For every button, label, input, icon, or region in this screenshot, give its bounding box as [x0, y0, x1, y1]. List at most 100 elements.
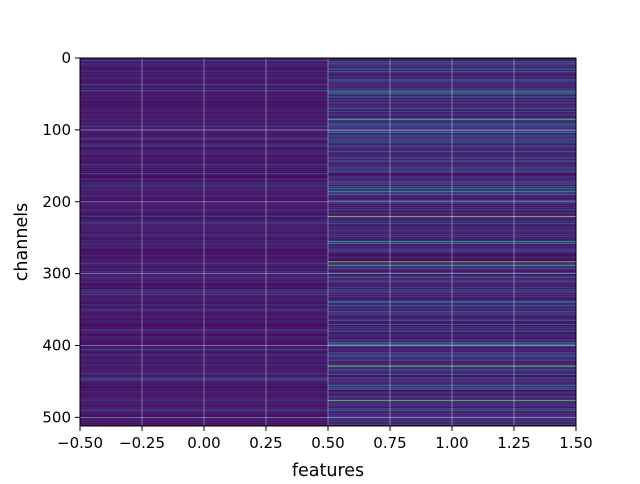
heatmap-cell [328, 363, 576, 365]
heatmap-cell [80, 327, 328, 329]
heatmap-cell [80, 409, 328, 411]
heatmap-cell [80, 140, 328, 142]
heatmap-cell [328, 272, 576, 274]
heatmap-cell [80, 272, 328, 274]
heatmap-cell [328, 80, 576, 82]
heatmap-cell [80, 116, 328, 118]
heatmap-cell [80, 93, 328, 95]
heatmap-cell [80, 152, 328, 154]
heatmap-cell [328, 131, 576, 133]
heatmap-cell [80, 295, 328, 297]
heatmap-cell [80, 187, 328, 189]
heatmap-cell [80, 163, 328, 165]
heatmap-cell [80, 67, 328, 69]
heatmap-cell [328, 293, 576, 295]
heatmap-cell [328, 361, 576, 363]
heatmap-cell [80, 303, 328, 305]
heatmap-cell [80, 345, 328, 347]
heatmap-cell [328, 125, 576, 127]
heatmap-cell [328, 296, 576, 298]
heatmap-cell [328, 288, 576, 290]
heatmap-cell [80, 129, 328, 131]
heatmap-cell [328, 169, 576, 171]
heatmap-cell [328, 295, 576, 297]
x-tick-label: 0.75 [373, 434, 406, 452]
heatmap-cell [328, 318, 576, 320]
heatmap-cell [80, 135, 328, 137]
heatmap-cell [80, 106, 328, 108]
heatmap-cell [328, 268, 576, 270]
heatmap-cell [80, 284, 328, 286]
heatmap-cell [328, 380, 576, 382]
heatmap-cell [80, 376, 328, 378]
heatmap-cell [328, 157, 576, 159]
heatmap-cell [328, 93, 576, 95]
heatmap-cell [80, 288, 328, 290]
heatmap-cell [328, 310, 576, 312]
heatmap-cell [80, 275, 328, 277]
heatmap-cell [328, 413, 576, 415]
heatmap-cell [80, 210, 328, 212]
heatmap-cell [328, 224, 576, 226]
heatmap-cell [80, 58, 328, 60]
heatmap-cell [328, 154, 576, 156]
heatmap-cell [328, 239, 576, 241]
heatmap-cell [328, 142, 576, 144]
heatmap-cell [80, 90, 328, 92]
heatmap-cell [328, 381, 576, 383]
heatmap-cell [328, 102, 576, 104]
heatmap-cell [80, 257, 328, 259]
heatmap-cell [80, 415, 328, 417]
heatmap-cell [80, 173, 328, 175]
heatmap-cell [328, 171, 576, 173]
heatmap-cell [328, 386, 576, 388]
heatmap-cell [328, 69, 576, 71]
heatmap-cell [80, 237, 328, 239]
heatmap-cell [328, 106, 576, 108]
heatmap-cell [328, 306, 576, 308]
heatmap-cell [328, 221, 576, 223]
heatmap-cell [80, 296, 328, 298]
heatmap-cell [80, 160, 328, 162]
heatmap-cell [80, 108, 328, 110]
heatmap-cell [80, 66, 328, 68]
heatmap-cell [80, 385, 328, 387]
heatmap-cell [80, 362, 328, 364]
heatmap-cell [80, 286, 328, 288]
y-tick-label: 300 [42, 265, 71, 283]
heatmap-cell [328, 252, 576, 254]
heatmap-cell [80, 73, 328, 75]
heatmap-cell [80, 302, 328, 304]
heatmap-cell [328, 177, 576, 179]
heatmap-cell [328, 61, 576, 63]
heatmap-cell [328, 354, 576, 356]
heatmap-cell [328, 178, 576, 180]
heatmap-cell [80, 68, 328, 70]
heatmap-cell [80, 338, 328, 340]
heatmap-cell [328, 313, 576, 315]
heatmap-cell [80, 69, 328, 71]
x-axis-label: features [292, 461, 364, 480]
heatmap-cell [328, 335, 576, 337]
heatmap-cell [328, 158, 576, 160]
heatmap-cell [80, 190, 328, 193]
heatmap-cell [328, 417, 576, 419]
heatmap-cell [80, 277, 328, 280]
heatmap-cell [328, 280, 576, 282]
heatmap-cell [80, 205, 328, 207]
heatmap-cell [80, 391, 328, 393]
x-tick-label: 0.25 [249, 434, 282, 452]
heatmap-cell [80, 336, 328, 338]
heatmap-cell [80, 121, 328, 123]
heatmap-cell [80, 183, 328, 185]
heatmap-cell [328, 327, 576, 329]
heatmap-cell [80, 172, 328, 174]
heatmap-cell [80, 194, 328, 196]
heatmap-cell [80, 254, 328, 257]
heatmap-cell [80, 106, 328, 108]
heatmap-cell [328, 196, 576, 198]
heatmap-cell [328, 287, 576, 289]
heatmap-cell [80, 96, 328, 98]
heatmap-cell [328, 333, 576, 335]
heatmap-cell [80, 216, 328, 218]
